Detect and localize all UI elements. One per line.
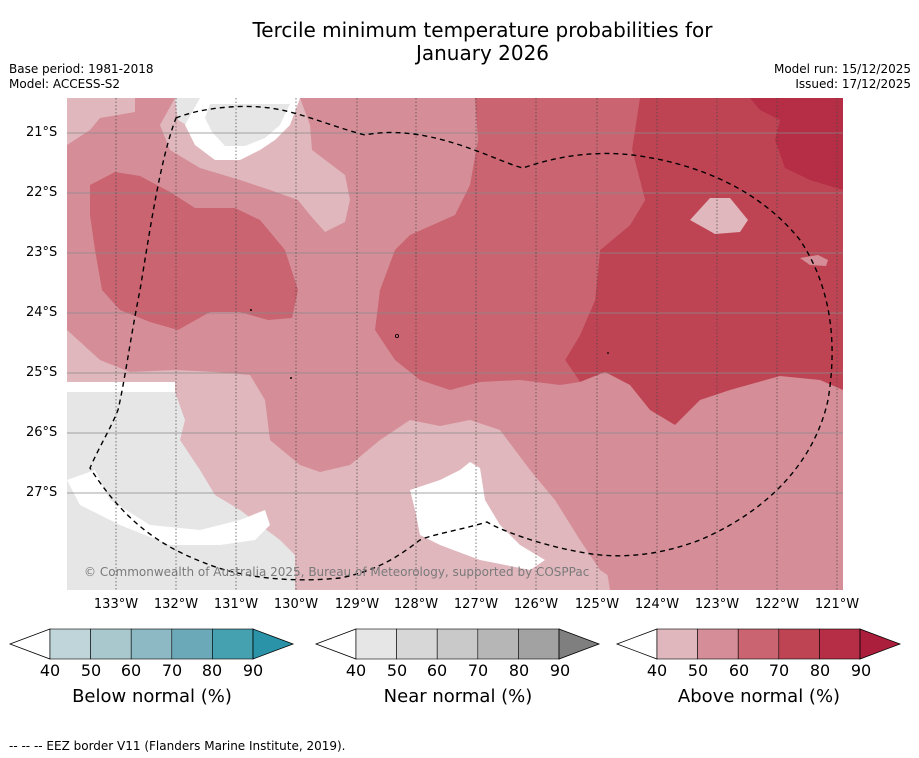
region-no-data-west — [67, 382, 175, 392]
colorbar-arrow-low — [8, 628, 51, 660]
colorbar-segment — [819, 628, 861, 660]
colorbar-tick: 60 — [120, 661, 142, 680]
lat-label: 21°S — [26, 125, 58, 140]
lon-label: 129°W — [334, 597, 380, 612]
colorbar-tick: 80 — [508, 661, 530, 680]
region-above-50-south-east — [605, 515, 745, 590]
copyright-notice: © Commonwealth of Australia 2025, Bureau… — [84, 565, 590, 579]
region-above-80-north-east — [750, 98, 843, 190]
meta-left: Base period: 1981-2018 Model: ACCESS-S2 — [9, 62, 154, 92]
island-marker — [250, 309, 252, 311]
colorbar-tick: 40 — [646, 661, 668, 680]
colorbar-segment — [518, 628, 560, 660]
colorbar-tick: 80 — [201, 661, 223, 680]
colorbar-title-above: Above normal (%) — [677, 686, 841, 707]
colorbar-segment — [737, 628, 780, 660]
lon-label: 125°W — [574, 597, 620, 612]
colorbar-segment — [212, 628, 254, 660]
lat-label: 24°S — [26, 305, 58, 320]
colorbar-tick: 60 — [728, 661, 750, 680]
latitude-gridlines — [67, 132, 843, 494]
colorbar-tick: 70 — [768, 661, 790, 680]
colorbar-segment — [396, 628, 438, 660]
lon-label: 133°W — [93, 597, 139, 612]
colorbar-near-normal — [314, 628, 601, 660]
lon-label: 121°W — [814, 597, 860, 612]
region-above-40-east-patch — [690, 198, 748, 234]
lat-label: 22°S — [26, 185, 58, 200]
lon-label: 130°W — [273, 597, 319, 612]
colorbar-segment — [697, 628, 739, 660]
colorbar-tick: 90 — [850, 661, 872, 680]
colorbar-tick: 50 — [80, 661, 102, 680]
map-title: Tercile minimum temperature probabilitie… — [0, 19, 919, 65]
colorbar-arrow-low — [314, 628, 357, 660]
model-name: Model: ACCESS-S2 — [9, 77, 121, 91]
island-marker — [394, 333, 399, 338]
island-marker — [290, 377, 292, 379]
eez-legend-note: -- -- -- EEZ border V11 (Flanders Marine… — [9, 739, 346, 753]
colorbar-tick: 70 — [467, 661, 489, 680]
region-above-60-central — [375, 98, 645, 390]
colorbar-segment — [90, 628, 132, 660]
lon-label: 126°W — [513, 597, 559, 612]
colorbar-tick: 60 — [426, 661, 448, 680]
eez-border — [89, 105, 833, 581]
colorbar-segment — [656, 628, 698, 660]
colorbar-segment — [130, 628, 173, 660]
colorbar-tick: 50 — [687, 661, 709, 680]
lon-label: 128°W — [393, 597, 439, 612]
meta-right: Model run: 15/12/2025 Issued: 17/12/2025 — [774, 62, 911, 92]
lat-label: 23°S — [26, 245, 58, 260]
lon-label: 132°W — [153, 597, 199, 612]
colorbar-segment — [778, 628, 820, 660]
lon-label: 124°W — [634, 597, 680, 612]
region-above-50-east-patch — [800, 255, 828, 266]
region-no-data-south-west — [67, 470, 270, 545]
colorbar-tick: 40 — [345, 661, 367, 680]
region-above-60-north-west — [90, 172, 298, 330]
map-title-line-1: Tercile minimum temperature probabilitie… — [252, 18, 713, 42]
lon-label: 123°W — [694, 597, 740, 612]
lat-label: 27°S — [26, 485, 58, 500]
colorbar-segment — [49, 628, 91, 660]
colorbar-arrow-high — [558, 628, 601, 660]
lon-label: 122°W — [754, 597, 800, 612]
colorbar-above-normal — [615, 628, 902, 660]
colorbar-tick: 50 — [386, 661, 408, 680]
colorbar-segment — [436, 628, 479, 660]
region-above-70-east — [565, 98, 843, 425]
colorbar-arrow-high — [859, 628, 902, 660]
region-near-normal-north-inner — [205, 104, 290, 146]
colorbar-tick: 90 — [242, 661, 264, 680]
issued-date: Issued: 17/12/2025 — [795, 77, 911, 91]
region-no-data-south — [410, 462, 545, 570]
colorbar-segment — [171, 628, 213, 660]
probability-map — [67, 98, 843, 590]
colorbar-below-normal — [8, 628, 295, 660]
lat-label: 26°S — [26, 425, 58, 440]
colorbar-arrow-high — [252, 628, 295, 660]
colorbar-title-below: Below normal (%) — [72, 686, 232, 707]
colorbar-tick: 70 — [161, 661, 183, 680]
model-run: Model run: 15/12/2025 — [773, 62, 911, 76]
base-period: Base period: 1981-2018 — [9, 62, 154, 76]
colorbar-tick: 40 — [39, 661, 61, 680]
island-marker — [607, 352, 609, 354]
colorbar-tick: 80 — [809, 661, 831, 680]
lon-label: 127°W — [453, 597, 499, 612]
lat-label: 25°S — [26, 365, 58, 380]
colorbar-title-near: Near normal (%) — [383, 686, 533, 707]
longitude-gridlines — [115, 98, 838, 590]
colorbar-arrow-low — [615, 628, 658, 660]
colorbar-segment — [477, 628, 519, 660]
colorbar-segment — [355, 628, 397, 660]
colorbar-tick: 90 — [549, 661, 571, 680]
map-title-line-2: January 2026 — [415, 41, 550, 65]
lon-label: 131°W — [213, 597, 259, 612]
